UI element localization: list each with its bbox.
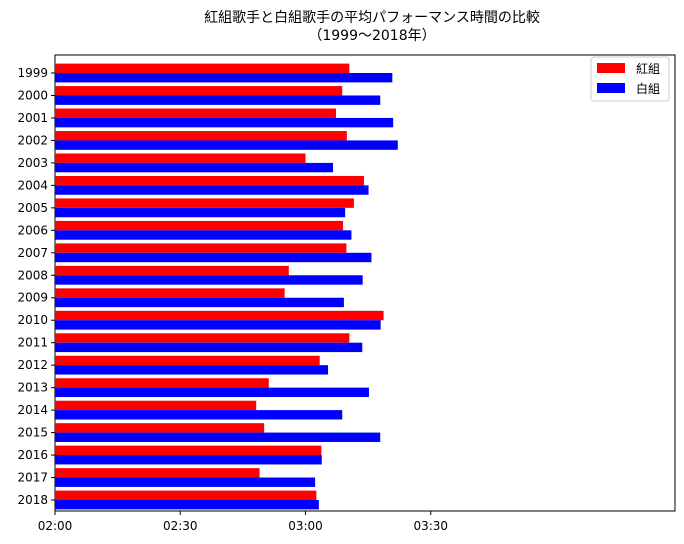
bar-red-2005 [55, 198, 354, 208]
bar-white-2006 [55, 230, 352, 240]
x-tick-label: 02:00 [38, 519, 73, 533]
bar-red-2015 [55, 423, 265, 433]
bar-white-2010 [55, 320, 381, 330]
bar-red-2017 [55, 468, 260, 478]
y-axis: 1999 2000 2001 2002 2003 2004 2005 2006 2007 2008… [17, 66, 55, 507]
y-tick-label: 2015 [17, 426, 48, 440]
bar-red-2004 [55, 175, 364, 186]
bar-white-2001 [55, 117, 394, 128]
x-tick-label: 03:30 [413, 519, 448, 533]
y-tick-label: 2009 [17, 291, 48, 305]
x-axis: 02:00 02:30 03:00 03:30 [38, 511, 448, 533]
legend-label-red: 紅組 [636, 62, 660, 76]
y-tick-label: 2005 [17, 201, 48, 215]
bar-white-1999 [55, 73, 393, 83]
bar-white-2011 [55, 342, 363, 353]
bar-white-2005 [55, 207, 346, 218]
y-tick-label: 2018 [17, 493, 48, 507]
y-tick-label: 2014 [17, 403, 48, 417]
bar-white-2003 [55, 162, 334, 173]
bar-red-2010 [55, 310, 384, 321]
y-tick-label: 2011 [17, 336, 48, 350]
bar-red-2006 [55, 220, 344, 231]
bar-red-2001 [55, 108, 336, 118]
bar-red-2012 [55, 355, 320, 366]
bar-white-2007 [55, 252, 372, 263]
y-tick-label: 2008 [17, 268, 48, 282]
y-tick-label: 2001 [17, 111, 48, 125]
bar-white-2017 [55, 477, 316, 487]
y-tick-label: 2017 [17, 471, 48, 485]
bar-white-2012 [55, 365, 329, 375]
y-tick-label: 2004 [17, 178, 48, 192]
y-tick-label: 2012 [17, 358, 48, 372]
y-tick-label: 2007 [17, 246, 48, 260]
y-tick-label: 2013 [17, 381, 48, 395]
chart-title: 紅組歌手と白組歌手の平均パフォーマンス時間の比較 [204, 10, 540, 26]
bar-white-2004 [55, 185, 369, 195]
bar-white-2008 [55, 275, 363, 285]
bar-red-2018 [55, 490, 317, 500]
y-tick-label: 1999 [17, 66, 48, 80]
bar-white-2018 [55, 500, 319, 510]
legend-label-white: 白組 [636, 81, 660, 96]
bar-red-2016 [55, 445, 322, 456]
bar-white-2014 [55, 410, 343, 420]
bars-group [55, 63, 398, 510]
y-tick-label: 2016 [17, 448, 48, 462]
bar-white-2013 [55, 387, 369, 398]
x-tick-label: 02:30 [163, 519, 198, 533]
bar-red-2002 [55, 131, 347, 141]
bar-red-1999 [55, 63, 350, 73]
bar-red-2007 [55, 243, 347, 253]
bar-white-2009 [55, 297, 344, 308]
bar-white-2000 [55, 95, 381, 105]
y-tick-label: 2006 [17, 223, 48, 237]
bar-white-2015 [55, 432, 381, 442]
chart-subtitle: （1999〜2018年） [308, 28, 435, 44]
y-tick-label: 2000 [17, 88, 48, 102]
y-tick-label: 2010 [17, 313, 48, 327]
bar-red-2008 [55, 265, 289, 276]
bar-white-2016 [55, 455, 322, 465]
legend-swatch-red [597, 63, 625, 73]
bar-red-2013 [55, 378, 269, 388]
bar-white-2002 [55, 140, 398, 150]
bar-red-2000 [55, 86, 343, 96]
y-tick-label: 2003 [17, 156, 48, 170]
y-tick-label: 2002 [17, 133, 48, 147]
bar-red-2009 [55, 288, 285, 298]
x-tick-label: 03:00 [288, 519, 323, 533]
bar-red-2011 [55, 333, 350, 343]
bar-red-2003 [55, 153, 306, 163]
legend-swatch-white [597, 83, 625, 93]
bar-red-2014 [55, 400, 257, 411]
